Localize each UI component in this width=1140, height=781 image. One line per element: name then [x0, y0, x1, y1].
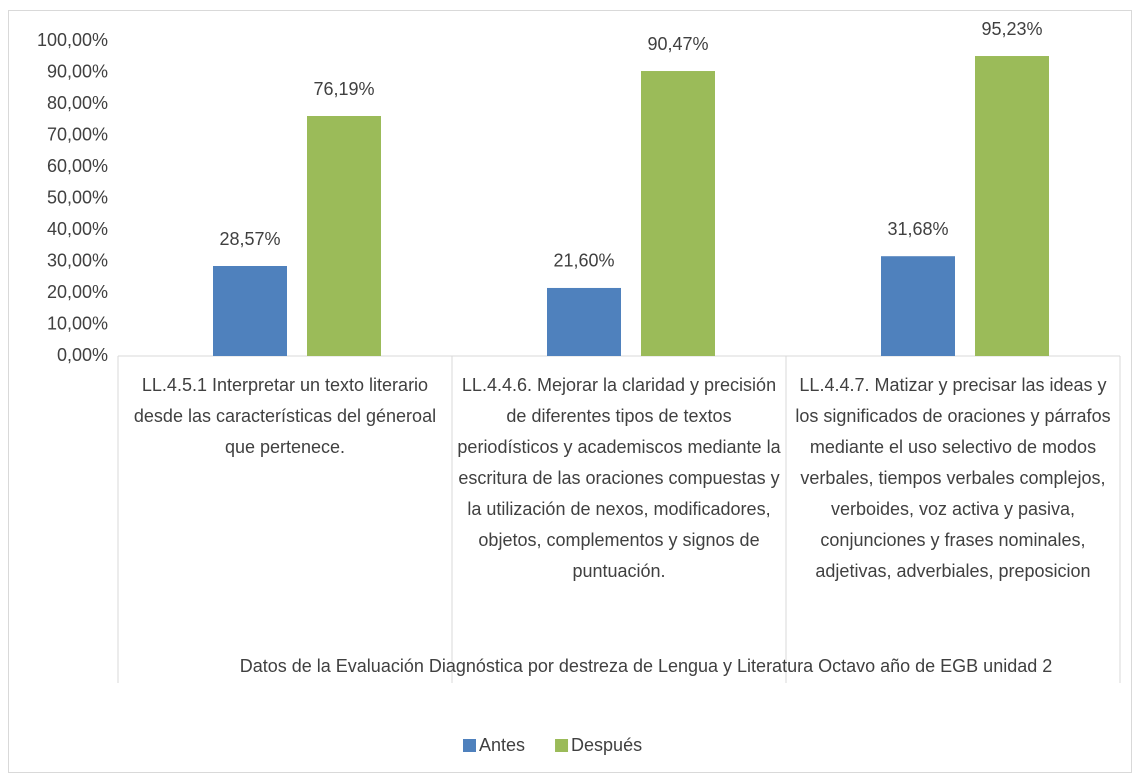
legend-label: Después [571, 735, 642, 755]
y-tick-label: 20,00% [47, 282, 108, 302]
y-tick-label: 40,00% [47, 219, 108, 239]
bar [975, 56, 1049, 356]
chart-border [8, 10, 1132, 773]
x-tick-label: LL.4.4.7. Matizar y precisar las ideas y… [795, 375, 1110, 581]
y-tick-label: 30,00% [47, 250, 108, 270]
data-label: 76,19% [313, 79, 374, 99]
y-tick-label: 90,00% [47, 61, 108, 81]
x-tick-label: LL.4.5.1 Interpretar un texto literario d… [134, 375, 436, 457]
data-label: 31,68% [887, 219, 948, 239]
bar [307, 116, 381, 357]
legend-label: Antes [479, 735, 525, 755]
x-axis-title: Datos de la Evaluación Diagnóstica por d… [240, 656, 1053, 676]
data-label: 95,23% [981, 19, 1042, 39]
legend-swatch [463, 739, 476, 752]
data-label: 90,47% [647, 34, 708, 54]
y-tick-label: 10,00% [47, 313, 108, 333]
bar [641, 71, 715, 356]
data-label: 21,60% [553, 251, 614, 271]
bar [547, 287, 621, 356]
bar [213, 266, 287, 356]
y-tick-label: 60,00% [47, 156, 108, 176]
y-tick-label: 50,00% [47, 187, 108, 207]
bar [881, 256, 955, 356]
y-tick-label: 80,00% [47, 93, 108, 113]
x-tick-label: LL.4.4.6. Mejorar la claridad y precisió… [457, 375, 781, 581]
legend-swatch [555, 739, 569, 752]
y-tick-label: 70,00% [47, 124, 108, 144]
y-tick-label: 0,00% [57, 345, 108, 365]
y-tick-label: 100,00% [37, 30, 108, 50]
data-label: 28,57% [219, 229, 280, 249]
